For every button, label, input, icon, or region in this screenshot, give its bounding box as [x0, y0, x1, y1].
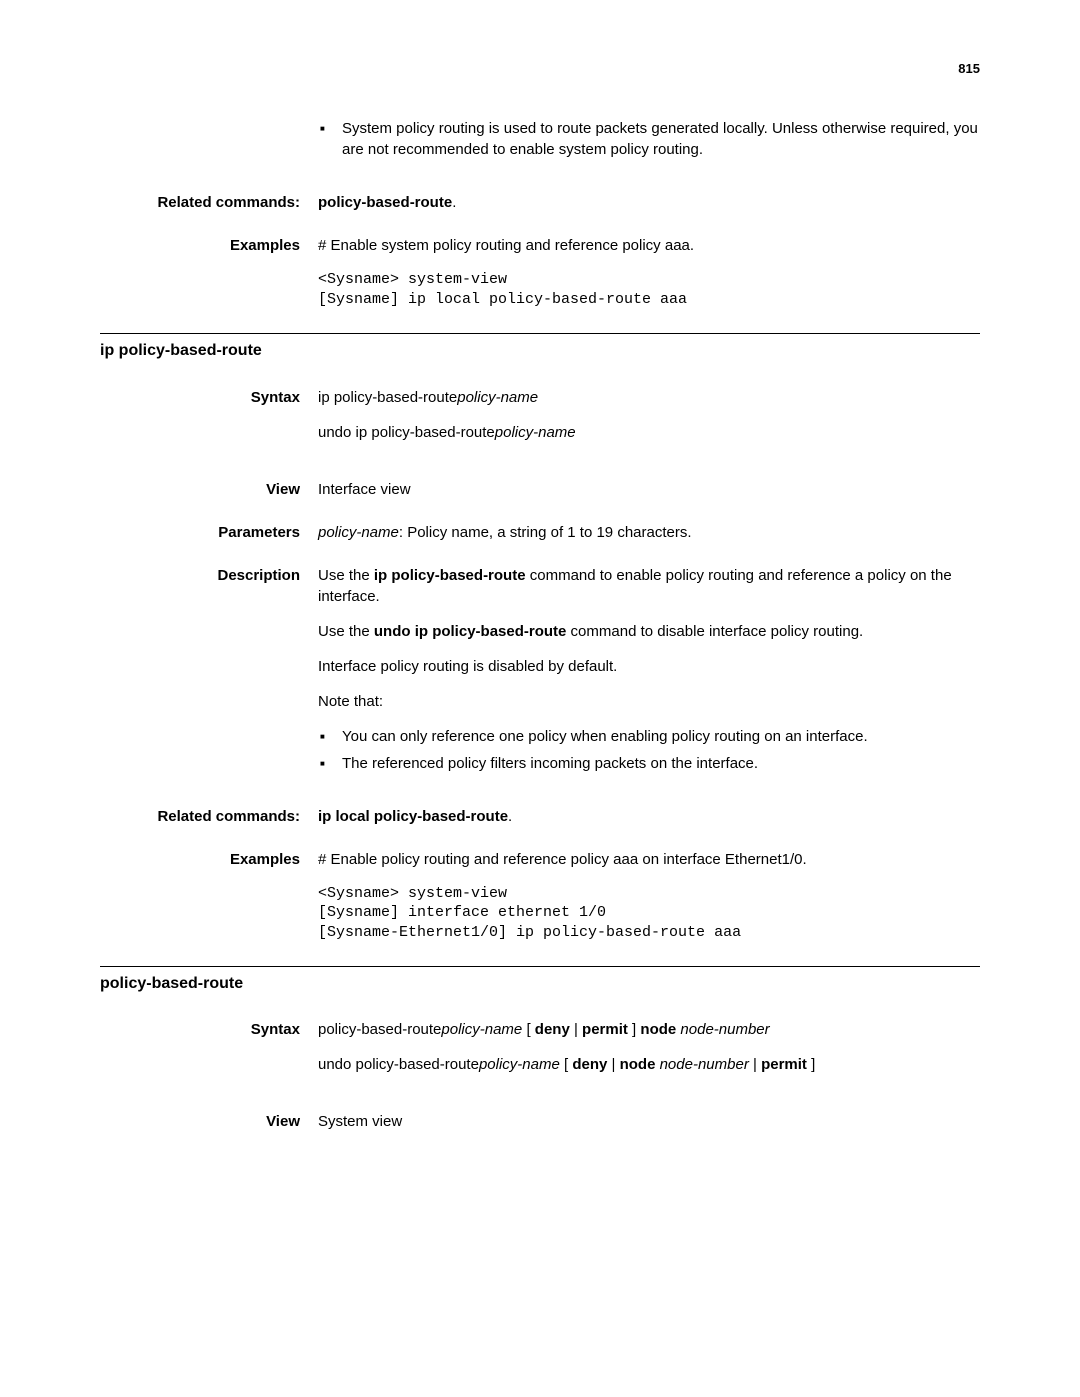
- s1d: deny: [535, 1021, 570, 1038]
- syntax-1a: ip policy-based-route: [318, 389, 457, 406]
- description-row: Description Use the ip policy-based-rout…: [100, 565, 980, 784]
- syntax-row-2: Syntax policy-based-routepolicy-name [ d…: [100, 1019, 980, 1089]
- period: .: [452, 194, 456, 211]
- description-label: Description: [100, 565, 318, 784]
- parameters-label: Parameters: [100, 522, 318, 543]
- s2d: deny: [572, 1056, 607, 1073]
- s2g: node-number: [660, 1056, 749, 1073]
- s2j: ]: [807, 1056, 815, 1073]
- s1f: permit: [582, 1021, 628, 1038]
- page-number: 815: [100, 60, 980, 78]
- period2: .: [508, 808, 512, 825]
- s1g: ]: [628, 1021, 641, 1038]
- view-label-1: View: [100, 479, 318, 500]
- syntax-row-1: Syntax ip policy-based-routepolicy-name …: [100, 387, 980, 457]
- view-text-2: System view: [318, 1111, 980, 1132]
- s2i: permit: [761, 1056, 807, 1073]
- examples-code-2: <Sysname> system-view [Sysname] interfac…: [318, 884, 980, 943]
- section-heading-ip-pbr: ip policy-based-route: [100, 333, 980, 362]
- intro-bullets: System policy routing is used to route p…: [318, 118, 980, 160]
- s1i: node-number: [680, 1021, 769, 1038]
- examples-label-1: Examples: [100, 235, 318, 309]
- s2f: node: [620, 1056, 656, 1073]
- syntax-2a: undo ip policy-based-route: [318, 424, 495, 441]
- desc-bullets: You can only reference one policy when e…: [318, 726, 980, 774]
- s1a: policy-based-route: [318, 1021, 441, 1038]
- view-row-1: View Interface view: [100, 479, 980, 500]
- related-label-1: Related commands:: [100, 192, 318, 213]
- related-value-1: policy-based-route: [318, 194, 452, 211]
- desc-p4: Note that:: [318, 691, 980, 712]
- examples-row-1: Examples # Enable system policy routing …: [100, 235, 980, 309]
- examples-code-1: <Sysname> system-view [Sysname] ip local…: [318, 270, 980, 309]
- section-heading-pbr: policy-based-route: [100, 966, 980, 995]
- intro-bullet: System policy routing is used to route p…: [318, 118, 980, 160]
- s2b: policy-name: [479, 1056, 560, 1073]
- s1e: |: [570, 1021, 582, 1038]
- syntax-line-1: ip policy-based-routepolicy-name: [318, 387, 980, 408]
- desc-bullet-2: The referenced policy filters incoming p…: [318, 753, 980, 774]
- related-value-2: ip local policy-based-route: [318, 808, 508, 825]
- syntax-1b: policy-name: [457, 389, 538, 406]
- params-it: policy-name: [318, 524, 399, 541]
- p2c: command to disable interface policy rout…: [566, 623, 863, 640]
- p2a: Use the: [318, 623, 374, 640]
- parameters-text: policy-name: Policy name, a string of 1 …: [318, 522, 980, 543]
- intro-row: System policy routing is used to route p…: [100, 118, 980, 170]
- examples-text-2: # Enable policy routing and reference po…: [318, 849, 980, 870]
- p1b: ip policy-based-route: [374, 567, 526, 584]
- syntax-2b: policy-name: [495, 424, 576, 441]
- params-txt: : Policy name, a string of 1 to 19 chara…: [399, 524, 692, 541]
- view-label-2: View: [100, 1111, 318, 1132]
- p2b: undo ip policy-based-route: [374, 623, 567, 640]
- p1a: Use the: [318, 567, 374, 584]
- syntax-line-2: undo ip policy-based-routepolicy-name: [318, 422, 980, 443]
- view-text-1: Interface view: [318, 479, 980, 500]
- syntax2-line-2: undo policy-based-routepolicy-name [ den…: [318, 1054, 980, 1075]
- desc-bullet-1: You can only reference one policy when e…: [318, 726, 980, 747]
- s1b: policy-name: [441, 1021, 522, 1038]
- desc-p3: Interface policy routing is disabled by …: [318, 656, 980, 677]
- parameters-row: Parameters policy-name: Policy name, a s…: [100, 522, 980, 543]
- desc-p2: Use the undo ip policy-based-route comma…: [318, 621, 980, 642]
- related-commands-row-1: Related commands: policy-based-route.: [100, 192, 980, 213]
- syntax-label-1: Syntax: [100, 387, 318, 457]
- syntax-label-2: Syntax: [100, 1019, 318, 1089]
- examples-row-2: Examples # Enable policy routing and ref…: [100, 849, 980, 943]
- s2e: |: [607, 1056, 619, 1073]
- examples-text-1: # Enable system policy routing and refer…: [318, 235, 980, 256]
- s2c: [: [560, 1056, 573, 1073]
- related-commands-row-2: Related commands: ip local policy-based-…: [100, 806, 980, 827]
- s1h: node: [640, 1021, 676, 1038]
- related-label-2: Related commands:: [100, 806, 318, 827]
- syntax2-line-1: policy-based-routepolicy-name [ deny | p…: [318, 1019, 980, 1040]
- s2a: undo policy-based-route: [318, 1056, 479, 1073]
- view-row-2: View System view: [100, 1111, 980, 1132]
- s2h: |: [749, 1056, 761, 1073]
- desc-p1: Use the ip policy-based-route command to…: [318, 565, 980, 607]
- s1c: [: [522, 1021, 535, 1038]
- examples-label-2: Examples: [100, 849, 318, 943]
